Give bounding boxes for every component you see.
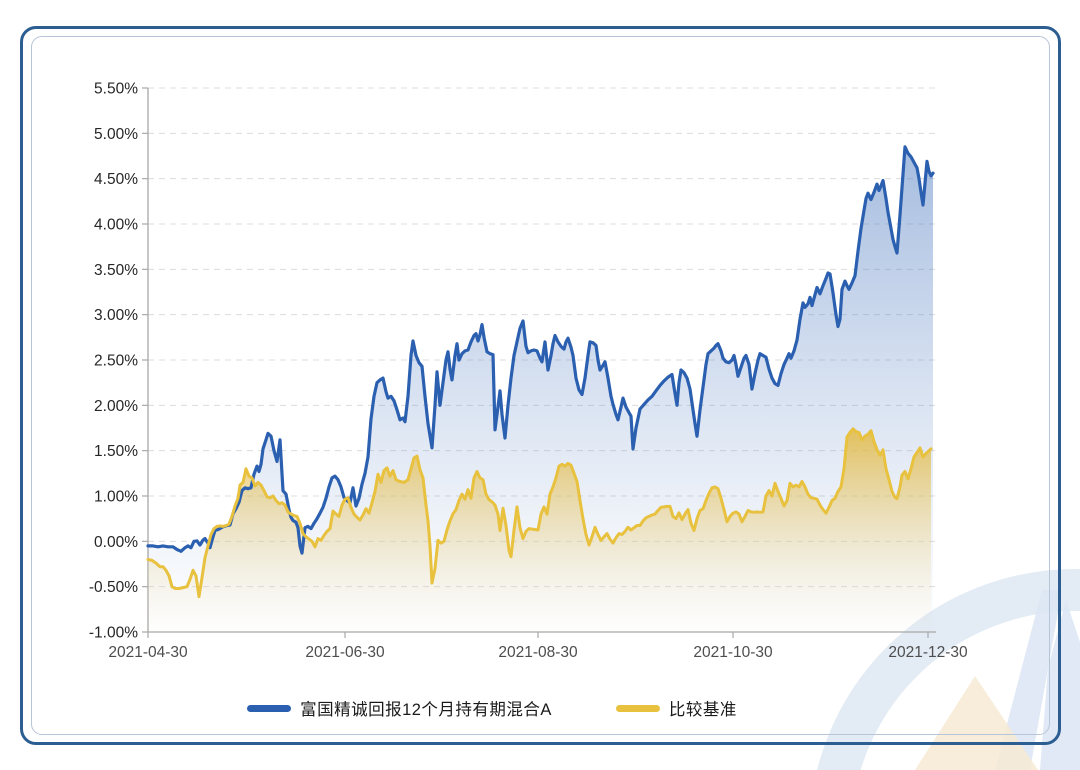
x-axis-tick-label: 2021-10-30 [693,644,773,661]
y-axis-tick-label: -0.50% [89,579,138,596]
benchmark-line [146,427,933,599]
y-axis-tick-label: 4.00% [94,217,138,234]
y-axis-tick-label: 5.50% [94,81,138,98]
x-axis-tick-label: 2021-08-30 [498,644,578,661]
y-axis-tick-label: 5.00% [94,126,138,143]
y-axis-tick-label: -1.00% [89,625,138,642]
y-axis-tick-label: 0.00% [94,534,138,551]
x-axis-tick-label: 2021-12-30 [888,644,968,661]
watermark-accent-triangle [915,676,1038,770]
y-axis-tick-label: 1.00% [94,489,138,506]
chart-legend: 富国精诚回报12个月持有期混合A 比较基准 [0,694,1032,722]
y-axis-tick-label: 3.00% [94,307,138,324]
y-axis-tick-label: 1.50% [94,443,138,460]
benchmark-line-swatch [615,704,660,712]
y-axis-tick-label: 4.50% [94,171,138,188]
fund-legend-label: 富国精诚回报12个月持有期混合A [300,701,552,719]
benchmark-legend-label: 比较基准 [668,701,737,719]
x-axis-tick-label: 2021-06-30 [305,644,385,661]
y-axis-tick-label: 2.50% [94,353,138,370]
x-axis-tick-label: 2021-04-30 [108,644,188,661]
legend-item-benchmark: 比较基准 [615,696,737,720]
fund-line [146,145,935,555]
legend-item-fund: 富国精诚回报12个月持有期混合A [247,696,552,720]
fund-line-swatch [247,704,292,712]
y-axis-tick-label: 3.50% [94,262,138,279]
watermark-circle [817,569,1080,770]
watermark-peak-left [995,590,1062,770]
y-axis-tick-label: 2.00% [94,398,138,415]
